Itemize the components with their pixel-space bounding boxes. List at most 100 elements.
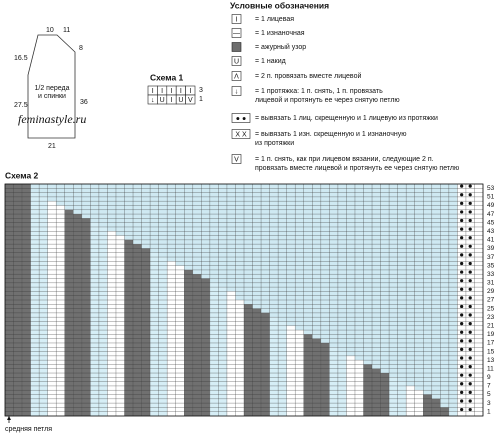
dot <box>468 364 472 369</box>
grid-band <box>423 394 432 416</box>
grid-band <box>90 222 99 416</box>
grid-upper <box>372 184 381 369</box>
dimension: 8 <box>79 45 83 52</box>
legend-symbol: V <box>234 156 239 163</box>
legend-text: = 1 изнаночная <box>255 30 305 37</box>
dot <box>460 356 464 360</box>
row-number: 53 <box>487 185 495 192</box>
dimension: 11 <box>63 27 70 34</box>
scheme1-symbol: V <box>188 97 193 104</box>
dot <box>468 407 472 412</box>
scheme1-symbol: I <box>189 88 191 95</box>
grid-upper <box>209 184 219 283</box>
grid-upper <box>73 184 82 215</box>
grid-upper <box>124 184 134 240</box>
legend-symbol: ↓ <box>235 88 239 95</box>
row-number: 23 <box>487 314 495 321</box>
dot <box>460 373 464 377</box>
grid-band <box>269 317 279 416</box>
dot <box>460 210 464 214</box>
scheme1-row-number: 1 <box>199 96 203 103</box>
grid-upper <box>141 184 151 249</box>
legend-symbol-box <box>231 42 242 52</box>
grid-band <box>320 342 330 416</box>
dot <box>468 193 472 197</box>
legend-text: лицевой и протянуть ее через снятую петл… <box>255 96 400 104</box>
scheme1-symbol: I <box>152 88 154 95</box>
dot <box>468 210 472 214</box>
dot <box>468 201 472 205</box>
dot <box>460 330 464 334</box>
dot <box>460 296 464 300</box>
grid-band <box>73 214 82 416</box>
row-number: 43 <box>487 228 495 235</box>
legend-text: = ажурный узор <box>255 43 306 51</box>
dot <box>460 347 464 352</box>
dot <box>460 261 464 266</box>
footnote: средняя петля <box>5 426 52 433</box>
row-number: 7 <box>487 383 491 390</box>
grid-upper <box>175 184 185 266</box>
dot <box>468 356 472 360</box>
grid-upper <box>406 184 415 386</box>
row-number: 49 <box>487 202 495 209</box>
grid-band <box>406 385 415 416</box>
row-number: 45 <box>487 219 495 226</box>
scheme1-symbol: ↓ <box>151 97 155 104</box>
scheme1-symbol: I <box>180 88 182 95</box>
dot <box>468 296 472 300</box>
dot <box>460 287 464 291</box>
grid-upper <box>389 184 398 378</box>
scheme1-cell <box>185 94 196 105</box>
dot <box>460 227 464 231</box>
legend-text: = вывязать 1 лиц. скрещенную и 1 лицевую… <box>255 115 438 122</box>
dot <box>460 218 464 223</box>
row-number: 17 <box>487 340 495 347</box>
dimension: 10 <box>46 27 54 34</box>
row-number: 9 <box>487 374 491 381</box>
dot <box>460 322 464 326</box>
pattern-schematic: 10 11 8 16.5 27.5 36 21 1/2 переда и спи… <box>14 27 88 150</box>
legend-symbol: U <box>234 58 239 65</box>
legend-text: = вывязать 1 изн. скрещенную и 1 изнаноч… <box>255 131 406 138</box>
dot <box>468 382 472 386</box>
legend-text: = 1 накид <box>255 58 286 65</box>
dimension: 21 <box>48 143 56 150</box>
row-number: 21 <box>487 322 495 329</box>
grid-upper <box>320 184 330 343</box>
dot <box>468 287 472 291</box>
dot <box>460 193 464 197</box>
dot <box>468 373 472 377</box>
grid-band <box>226 291 236 416</box>
dot <box>468 236 472 240</box>
dot <box>468 330 472 334</box>
grid-upper <box>158 184 168 258</box>
grid-band <box>56 205 65 416</box>
row-number: 39 <box>487 245 495 252</box>
dot <box>460 279 464 283</box>
legend-symbol-box <box>231 14 242 24</box>
dot <box>460 390 464 394</box>
scheme1-title: Схема 1 <box>150 72 184 82</box>
dot <box>460 339 464 343</box>
dot <box>468 270 472 274</box>
dot <box>468 279 472 283</box>
legend-symbol: — <box>233 30 240 37</box>
watermark: feminastyle.ru <box>18 112 86 126</box>
dot <box>468 218 472 223</box>
legend-text: = 1 п. снять, как при лицевом вязании, с… <box>255 156 434 163</box>
dot <box>460 399 464 403</box>
grid-band <box>141 248 151 416</box>
dot <box>460 364 464 369</box>
scheme1-row-number: 3 <box>199 87 203 94</box>
dot <box>468 227 472 231</box>
grid-band <box>192 274 202 416</box>
row-number: 35 <box>487 262 495 269</box>
pattern-label: и спинки <box>38 93 66 100</box>
grid-upper <box>90 184 99 223</box>
dot <box>460 270 464 274</box>
grid-band <box>286 325 296 416</box>
row-number: 29 <box>487 288 495 295</box>
pattern-label: 1/2 переда <box>35 85 70 92</box>
legend-symbol-box <box>231 56 242 66</box>
